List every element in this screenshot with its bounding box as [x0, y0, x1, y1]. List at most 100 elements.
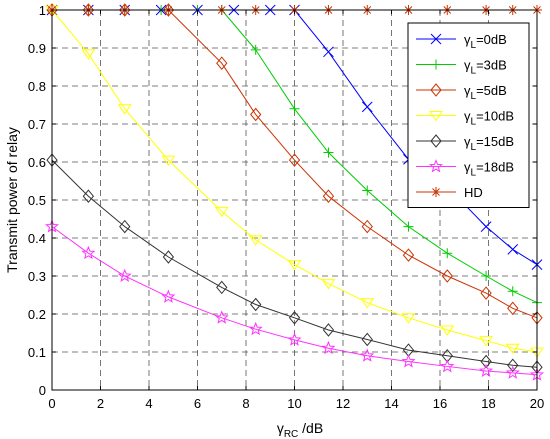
legend-marker [430, 33, 442, 45]
data-point [323, 147, 334, 158]
data-point [288, 153, 301, 167]
y-tick-label: 1 [39, 3, 46, 18]
legend-marker [429, 111, 443, 122]
legend-label-rest: =5dB [476, 83, 507, 98]
data-point [360, 348, 375, 362]
series-line [51, 159, 538, 368]
data-point [479, 336, 494, 347]
y-tick-label: 0.1 [28, 345, 46, 360]
data-point [82, 3, 95, 17]
y-tick-label: 0.7 [28, 117, 46, 132]
data-point [360, 298, 375, 309]
data-point [216, 56, 228, 70]
legend-marker [431, 59, 441, 70]
data-point [214, 206, 229, 218]
data-point [119, 3, 131, 17]
legend-label-main: γ [464, 58, 471, 73]
legend-label-sub: L [471, 91, 477, 102]
data-point [250, 297, 262, 312]
data-point [322, 189, 335, 203]
y-tick-label: 0.9 [28, 41, 46, 56]
data-point [505, 343, 520, 355]
legend-marker [431, 187, 441, 197]
data-point [507, 358, 519, 373]
legend-label-rest: =0dB [476, 32, 507, 47]
data-point [250, 107, 262, 122]
series-5 [44, 219, 545, 381]
legend-label: γL=15dB [464, 134, 514, 153]
data-point [287, 332, 302, 346]
data-point [161, 289, 176, 303]
y-tick-label: 0.2 [28, 307, 46, 322]
legend-entry: γL=15dB [416, 134, 514, 153]
data-point [361, 332, 373, 347]
data-point [82, 189, 95, 203]
legend-label-main: γ [464, 160, 471, 175]
data-point [161, 155, 176, 167]
data-point [322, 323, 335, 337]
legend-label: γL=5dB [464, 83, 507, 102]
data-point [505, 365, 520, 379]
data-point [507, 286, 518, 297]
y-tick-label: 0.3 [28, 269, 46, 284]
data-point [481, 271, 492, 281]
x-axis-label: γRC /dB [277, 420, 323, 439]
data-point [401, 313, 416, 324]
x-tick-label: 16 [433, 396, 447, 411]
data-point [289, 103, 300, 114]
legend-label-rest: =10dB [476, 109, 514, 124]
x-axis-ticks: 0 2 4 6 8 10 12 14 16 18 20 [48, 10, 544, 411]
data-point [321, 340, 336, 355]
data-point [361, 101, 373, 113]
legend-entry: γL=10dB [416, 109, 514, 128]
legend-label-main: γ [464, 109, 471, 124]
data-point [362, 185, 373, 196]
data-point [440, 325, 455, 336]
legend-marker [428, 159, 444, 173]
data-point [81, 49, 96, 60]
x-tick-label: 18 [481, 396, 495, 411]
legend-label-sub: L [471, 168, 477, 179]
data-point [119, 219, 131, 234]
series-3 [45, 5, 544, 358]
legend-label: γL=10dB [464, 109, 514, 128]
legend-entry: γL=3dB [416, 58, 507, 77]
data-point [321, 279, 336, 290]
y-tick-label: 0.4 [28, 231, 46, 246]
data-point [216, 280, 228, 295]
legend-label-sub: L [471, 66, 477, 77]
legend-marker [430, 134, 442, 148]
legend-label-main: HD [464, 185, 483, 200]
data-point [248, 321, 263, 336]
x-tick-label: 2 [97, 396, 104, 411]
legend-entry: γL=5dB [416, 83, 507, 102]
legend-label-main: γ [464, 83, 471, 98]
legend-label-rest: =15dB [476, 134, 514, 149]
data-point [401, 354, 416, 368]
series-line [51, 9, 538, 353]
legend-marker [430, 83, 442, 97]
data-point [117, 268, 132, 282]
data-point [480, 221, 492, 232]
data-point [442, 248, 453, 259]
x-tick-label: 12 [336, 396, 350, 411]
data-point [480, 354, 492, 369]
data-point [323, 46, 334, 58]
x-axis-label-sub: RC [284, 429, 298, 439]
y-axis-ticks: 0 0.1 0.2 0.3 0.4 0.5 0.6 0.7 0.8 0.9 1 [28, 3, 537, 398]
legend: γL=0dBγL=3dBγL=5dBγL=10dBγL=15dBγL=18dBH… [407, 22, 530, 208]
data-point [288, 311, 301, 325]
data-point [402, 248, 415, 262]
legend-label-rest: =18dB [476, 160, 514, 175]
data-point [441, 269, 453, 283]
series-line [51, 226, 538, 376]
legend-label-sub: L [471, 117, 477, 128]
y-tick-label: 0.5 [28, 193, 46, 208]
legend-label: γL=3dB [464, 58, 507, 77]
legend-entry: γL=0dB [416, 32, 507, 51]
data-point [214, 310, 229, 324]
legend-label-main: γ [464, 134, 471, 149]
x-axis-label-main: γ [277, 420, 284, 436]
y-tick-label: 0.6 [28, 155, 46, 170]
